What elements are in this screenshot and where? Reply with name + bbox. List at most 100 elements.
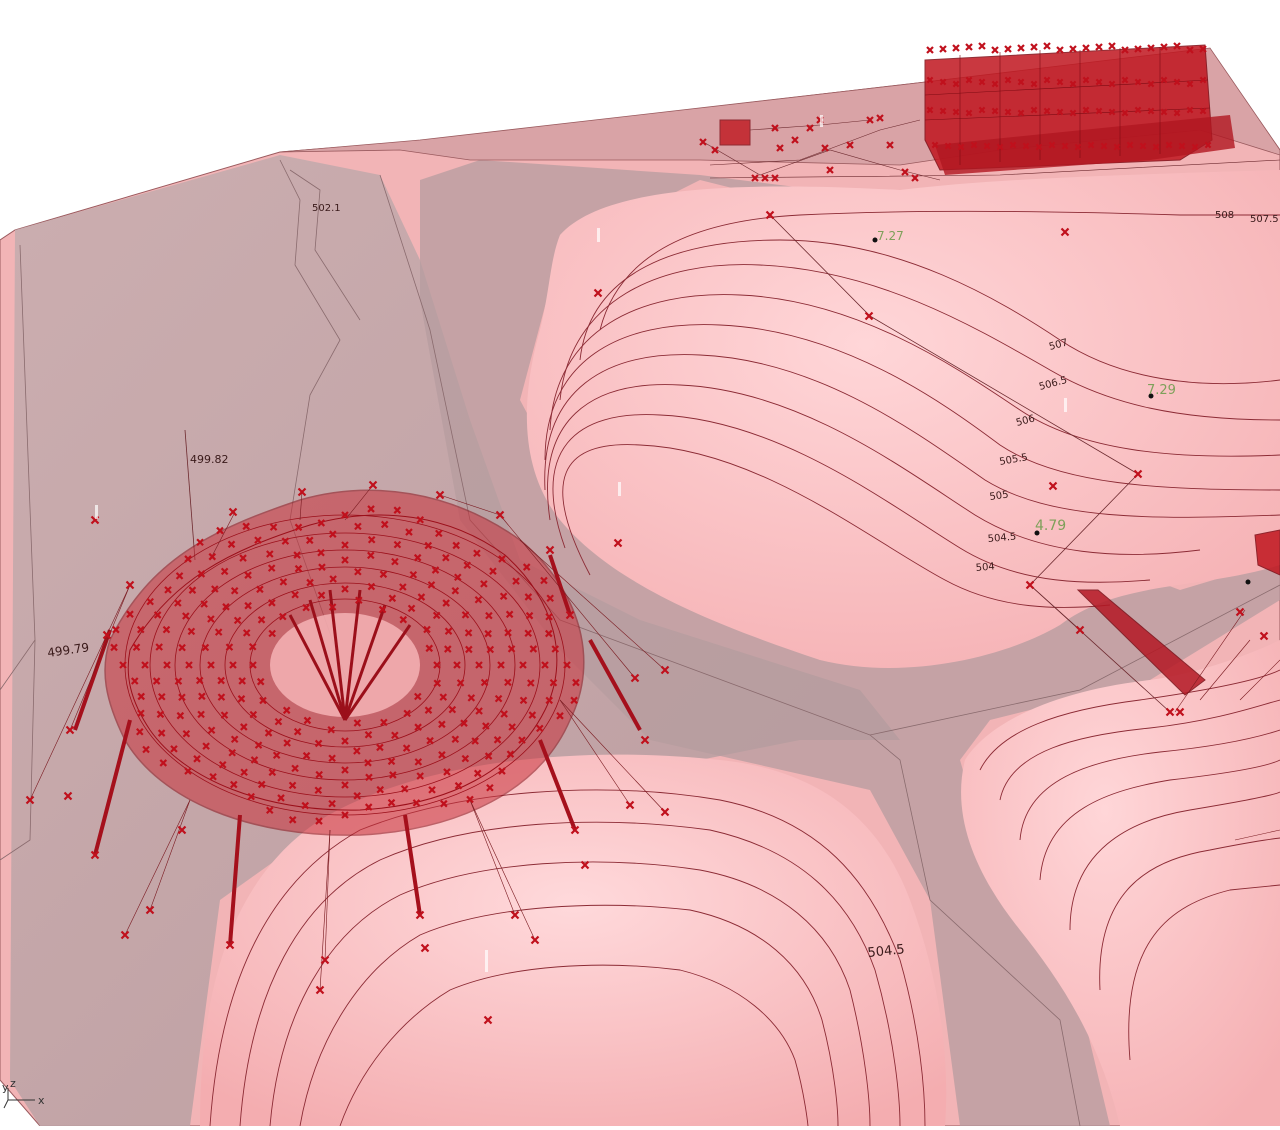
point-marker (536, 724, 544, 733)
point-marker (188, 586, 197, 594)
point-marker (379, 570, 388, 579)
point-marker (368, 480, 378, 490)
contour-label-502-1: 502.1 (312, 203, 341, 214)
point-marker (170, 745, 178, 753)
point-marker (294, 564, 303, 573)
point-marker (1160, 43, 1168, 51)
point-marker (328, 799, 336, 808)
point-marker (187, 627, 196, 636)
point-marker (267, 564, 276, 572)
point-marker (549, 678, 558, 687)
point-marker (510, 910, 520, 920)
point-marker (177, 825, 187, 835)
point-marker (256, 585, 264, 594)
point-markers[interactable] (25, 42, 1269, 1025)
point-marker (1056, 46, 1064, 54)
right-edge-structure[interactable] (1174, 529, 1280, 841)
point-marker (364, 730, 373, 739)
contour-label-505: 505 (989, 489, 1009, 503)
point-marker (1108, 42, 1116, 50)
point-marker (1113, 143, 1121, 151)
point-marker (415, 910, 425, 920)
point-marker (1048, 141, 1056, 149)
point-marker (864, 311, 874, 321)
point-marker (268, 629, 276, 638)
point-marker (1147, 107, 1155, 115)
point-marker (247, 792, 255, 801)
point-marker (866, 116, 874, 124)
point-marker (432, 611, 441, 620)
contour-label-505-5: 505.5 (999, 452, 1029, 468)
point-marker (1165, 707, 1175, 717)
point-marker (244, 571, 252, 579)
point-marker (185, 661, 193, 669)
point-marker (341, 556, 349, 564)
point-marker (1030, 80, 1038, 88)
point-marker (876, 114, 884, 122)
spot-height-dot (872, 237, 878, 243)
point-marker (214, 628, 223, 636)
point-marker (155, 643, 163, 651)
point-marker (1199, 76, 1207, 84)
point-marker (376, 785, 385, 794)
bridge-beam[interactable] (1076, 589, 1206, 696)
point-marker (1259, 631, 1269, 641)
point-marker (268, 768, 277, 777)
point-marker (282, 706, 291, 715)
spot-height-dot (1034, 530, 1040, 536)
point-marker (926, 46, 934, 54)
point-marker (364, 803, 373, 811)
point-marker (901, 168, 909, 176)
point-marker (355, 596, 363, 605)
point-marker (580, 860, 590, 870)
point-marker (1134, 106, 1142, 114)
point-marker (451, 735, 460, 744)
point-marker (409, 570, 418, 579)
point-marker (157, 729, 166, 737)
point-marker (1069, 45, 1077, 53)
point-marker (1069, 80, 1077, 88)
point-marker (126, 610, 134, 618)
spot-height-dot (1245, 579, 1251, 585)
point-marker (522, 563, 531, 571)
point-marker (239, 554, 247, 562)
point-marker (193, 755, 201, 763)
point-marker (711, 146, 719, 154)
point-marker (473, 549, 481, 558)
point-marker (1009, 141, 1017, 149)
point-marker (438, 720, 446, 729)
point-marker (110, 643, 118, 652)
point-marker (175, 572, 184, 580)
point-marker (328, 754, 336, 763)
point-marker (1017, 78, 1025, 86)
point-marker (525, 611, 534, 620)
point-marker (431, 566, 440, 574)
point-marker (1017, 44, 1025, 52)
point-marker (495, 510, 505, 520)
tensile-structure[interactable] (29, 484, 666, 991)
point-marker (1165, 141, 1173, 149)
point-marker (277, 794, 285, 802)
point-marker (387, 757, 396, 766)
point-marker (996, 143, 1004, 151)
point-marker (425, 644, 434, 653)
point-marker (461, 611, 470, 619)
point-marker (1134, 78, 1142, 86)
point-marker (141, 661, 149, 669)
point-marker (1004, 108, 1012, 116)
point-marker (506, 750, 515, 758)
point-marker (530, 935, 540, 945)
building-cluster[interactable] (719, 44, 1235, 175)
point-marker (414, 692, 422, 701)
point-marker (182, 729, 191, 738)
point-marker (965, 76, 973, 84)
point-marker (1186, 106, 1194, 114)
point-marker (497, 661, 505, 669)
point-marker (1095, 107, 1103, 115)
point-marker (1152, 143, 1160, 151)
point-marker (230, 780, 238, 789)
point-marker (249, 661, 257, 669)
point-marker (208, 552, 217, 561)
